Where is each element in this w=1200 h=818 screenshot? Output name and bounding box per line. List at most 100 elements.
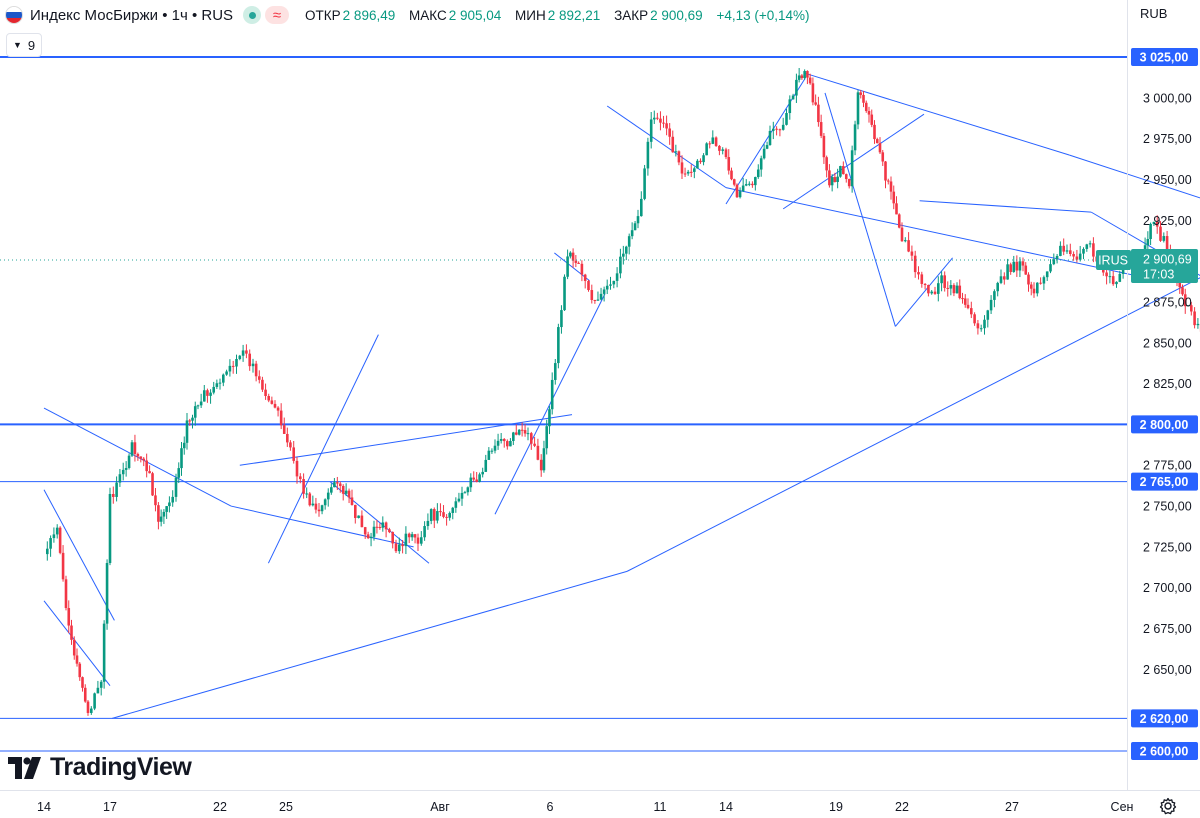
candle-body	[593, 299, 597, 301]
candle-body	[875, 139, 879, 144]
candle-body	[257, 376, 261, 380]
y-tick-label: 2 975,00	[1143, 132, 1192, 146]
candle-body	[732, 179, 736, 185]
settings-gear-icon[interactable]	[1159, 797, 1177, 815]
candle-body	[754, 177, 757, 186]
candle-body	[454, 501, 458, 508]
level-label: 2 765,00	[1140, 475, 1189, 489]
candle-body	[907, 240, 910, 252]
candle-body	[401, 544, 404, 547]
candle-body	[577, 262, 580, 264]
candle-body	[484, 459, 488, 472]
candle-body	[151, 473, 154, 496]
candle-body	[548, 409, 551, 427]
candle-body	[423, 526, 426, 538]
candle-body	[1072, 254, 1075, 257]
candle-body	[416, 537, 420, 544]
chart-header: Индекс МосБиржи • 1ч • RUS ≈ ОТКР 2 896,4…	[0, 0, 820, 30]
candle-body	[139, 456, 143, 459]
x-tick-label: Сен	[1111, 800, 1134, 814]
candle-body	[463, 492, 467, 494]
x-tick-label: 6	[547, 800, 554, 814]
current-price-value: 2 900,69	[1143, 252, 1192, 266]
candle-body	[241, 350, 245, 356]
candle-body	[791, 95, 795, 100]
candle-body	[828, 170, 831, 186]
currency-selector[interactable]: RUB	[1140, 6, 1168, 21]
candle-body	[1186, 305, 1190, 307]
candle-body	[142, 458, 146, 461]
candle-body	[251, 363, 255, 367]
candle-body	[842, 166, 845, 175]
candle-body	[847, 179, 851, 187]
candle-body	[768, 130, 772, 146]
candle-body	[499, 438, 503, 441]
ohlc-open-value: 2 896,49	[342, 7, 396, 23]
candle-body	[937, 283, 940, 294]
candle-body	[391, 532, 394, 544]
candle-body	[1193, 311, 1196, 326]
candle-body	[699, 160, 702, 163]
candle-body	[1055, 255, 1059, 260]
candle-body	[115, 482, 118, 497]
candle-body	[378, 526, 382, 528]
symbol-title[interactable]: Индекс МосБиржи • 1ч • RUS	[30, 6, 234, 24]
candle-body	[772, 128, 775, 131]
candle-body	[1165, 236, 1169, 253]
y-tick-label: 2 675,00	[1143, 622, 1192, 636]
y-tick-label: 2 850,00	[1143, 336, 1192, 350]
indicator-badge[interactable]: ▼ 9	[6, 33, 43, 57]
candle-body	[986, 310, 990, 320]
candle-body	[989, 299, 993, 311]
market-open-icon[interactable]	[243, 6, 262, 24]
candle-body	[609, 284, 612, 286]
candle-body	[596, 299, 600, 301]
candle-body	[108, 493, 112, 563]
candle-body	[819, 122, 823, 136]
approx-data-icon[interactable]: ≈	[265, 6, 290, 24]
candle-body	[680, 162, 684, 174]
ohlc-high-value: 2 905,04	[448, 7, 502, 23]
trend-line	[318, 414, 573, 455]
candle-body	[895, 203, 898, 215]
ohlc-low-value: 2 892,21	[547, 7, 601, 23]
candle-body	[993, 291, 996, 300]
candle-body	[1078, 253, 1082, 260]
level-label-bg	[1131, 742, 1198, 760]
candle-body	[354, 504, 357, 518]
y-tick-label: 2 700,00	[1143, 581, 1192, 595]
candle-body	[878, 143, 882, 153]
candle-body	[889, 181, 893, 192]
candle-body	[90, 708, 93, 713]
tradingview-logo[interactable]: TradingView	[8, 753, 192, 782]
candle-body	[1115, 281, 1118, 285]
candle-body	[1059, 245, 1062, 256]
candle-body	[302, 479, 305, 494]
candle-body	[1012, 261, 1016, 272]
y-tick-label: 2 925,00	[1143, 214, 1192, 228]
candle-body	[148, 471, 151, 474]
candle-body	[228, 365, 232, 372]
candle-body	[118, 474, 122, 483]
candle-body	[282, 425, 286, 434]
candle-body	[124, 468, 128, 470]
candle-body	[366, 534, 370, 539]
candle-body	[363, 527, 367, 535]
candle-body	[817, 104, 820, 123]
candle-body	[341, 486, 345, 494]
candle-body	[619, 256, 622, 274]
candle-body	[448, 512, 451, 518]
candle-body	[1052, 259, 1056, 265]
candle-body	[1042, 277, 1046, 284]
candle-body	[273, 403, 277, 408]
level-label-bg	[1131, 415, 1198, 434]
candle-body	[539, 459, 543, 471]
candle-body	[81, 677, 84, 688]
candle-body	[398, 544, 401, 552]
x-tick-label: Авг	[430, 800, 450, 814]
y-tick-label: 3 000,00	[1143, 91, 1192, 105]
horizontal-levels: 3 025,00 2 800,00 2 765,00 2 620,00 2 600,00	[0, 48, 1198, 760]
candle-body	[1075, 256, 1079, 260]
